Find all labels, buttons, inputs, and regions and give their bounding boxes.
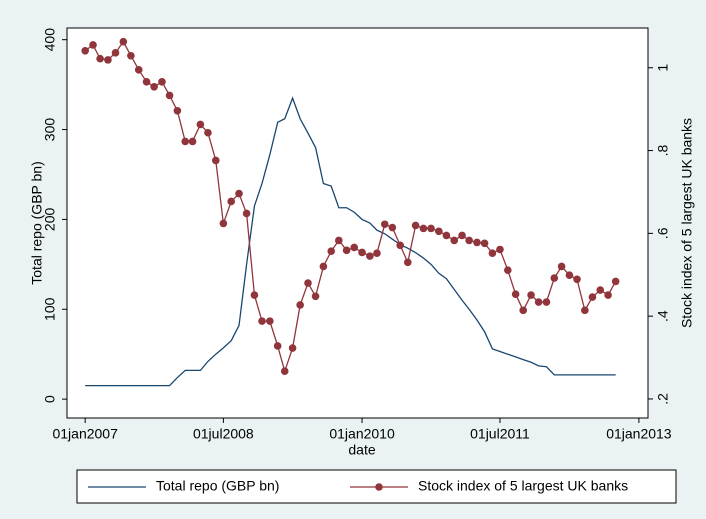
series-marker: [350, 243, 359, 252]
series-marker: [204, 128, 212, 137]
series-marker: [104, 56, 112, 64]
series-marker: [242, 209, 251, 218]
series-marker: [258, 317, 266, 325]
series-marker: [311, 292, 320, 301]
series-marker: [235, 189, 243, 198]
series-marker: [403, 258, 412, 267]
series-marker: [480, 239, 489, 248]
series-marker: [450, 236, 459, 245]
series-marker: [219, 219, 228, 228]
series-marker: [304, 279, 312, 287]
series-marker: [419, 224, 428, 233]
series-marker: [396, 241, 404, 250]
series-marker: [96, 54, 104, 63]
y2-tick-label: .6: [655, 227, 671, 239]
series-marker: [442, 231, 451, 240]
y2-tick-label: .2: [655, 393, 671, 405]
series-marker: [550, 274, 559, 282]
x-tick-label: 01jan2013: [606, 426, 672, 442]
x-tick-label: 01jan2007: [52, 426, 118, 442]
series-marker: [342, 246, 351, 255]
series-marker: [173, 107, 182, 115]
series-marker: [565, 271, 574, 279]
series-marker: [165, 91, 174, 100]
series-marker: [296, 301, 304, 309]
series-marker: [119, 37, 128, 46]
series-marker: [181, 137, 190, 146]
series-marker: [542, 298, 551, 306]
series-marker: [596, 286, 605, 294]
y-tick-label: 400: [42, 28, 58, 52]
series-marker: [411, 221, 420, 230]
series-marker: [335, 236, 343, 245]
series-marker: [380, 220, 389, 229]
y-tick-label: 200: [42, 208, 58, 232]
series-marker: [504, 266, 512, 274]
y2-axis-label: Stock index of 5 largest UK banks: [679, 118, 695, 328]
series-marker: [134, 66, 143, 74]
series-marker: [611, 277, 620, 286]
series-marker: [111, 49, 120, 57]
y2-tick-label: .8: [655, 145, 671, 157]
series-marker: [527, 291, 535, 299]
y-tick-label: 100: [42, 297, 58, 321]
series-marker: [427, 224, 435, 233]
series-marker: [473, 238, 481, 247]
series-marker: [288, 344, 297, 352]
series-marker: [358, 248, 366, 257]
y2-tick-label: .4: [655, 310, 671, 322]
legend-marker: [375, 483, 383, 491]
y-axis-label: Total repo (GBP bn): [29, 161, 45, 284]
series-marker: [89, 41, 97, 49]
series-marker: [496, 245, 504, 254]
series-marker: [388, 223, 397, 232]
series-marker: [327, 247, 336, 255]
series-marker: [142, 78, 151, 86]
x-tick-label: 01jul2008: [193, 426, 254, 442]
series-marker: [604, 291, 612, 299]
plot-area: [66, 27, 649, 419]
series-marker: [557, 262, 566, 271]
series-marker: [150, 82, 158, 91]
series-marker: [196, 120, 205, 129]
series-line: [85, 96, 616, 387]
series-marker: [534, 298, 543, 306]
series-marker: [250, 291, 259, 299]
series-line: [84, 40, 617, 374]
x-tick-label: 01jan2010: [329, 426, 395, 442]
legend: [76, 469, 677, 504]
series-marker: [366, 252, 374, 260]
series-marker: [319, 262, 328, 271]
y-tick-label: 0: [42, 395, 58, 403]
series-marker: [188, 137, 197, 146]
series-marker: [273, 342, 282, 350]
series-marker: [511, 290, 520, 299]
series-marker: [227, 197, 235, 206]
series-marker: [465, 236, 473, 245]
legend-label: Stock index of 5 largest UK banks: [418, 478, 628, 494]
y2-tick-label: 1: [655, 64, 671, 72]
series-marker: [581, 306, 589, 315]
series-marker: [211, 156, 220, 165]
y-tick-label: 300: [42, 118, 58, 142]
x-axis-label: date: [348, 442, 375, 458]
series-marker: [373, 249, 381, 258]
series-marker: [588, 293, 597, 301]
series-marker: [519, 306, 528, 315]
series-marker: [266, 317, 274, 325]
series-marker: [280, 367, 289, 376]
series-marker: [81, 46, 89, 55]
x-tick-label: 01jul2011: [470, 426, 530, 442]
series-marker: [488, 249, 497, 258]
series-marker: [435, 227, 443, 236]
series-marker: [158, 78, 166, 86]
series-marker: [458, 231, 466, 240]
legend-label: Total repo (GBP bn): [156, 478, 279, 494]
series-marker: [573, 275, 581, 284]
series-marker: [127, 51, 135, 60]
